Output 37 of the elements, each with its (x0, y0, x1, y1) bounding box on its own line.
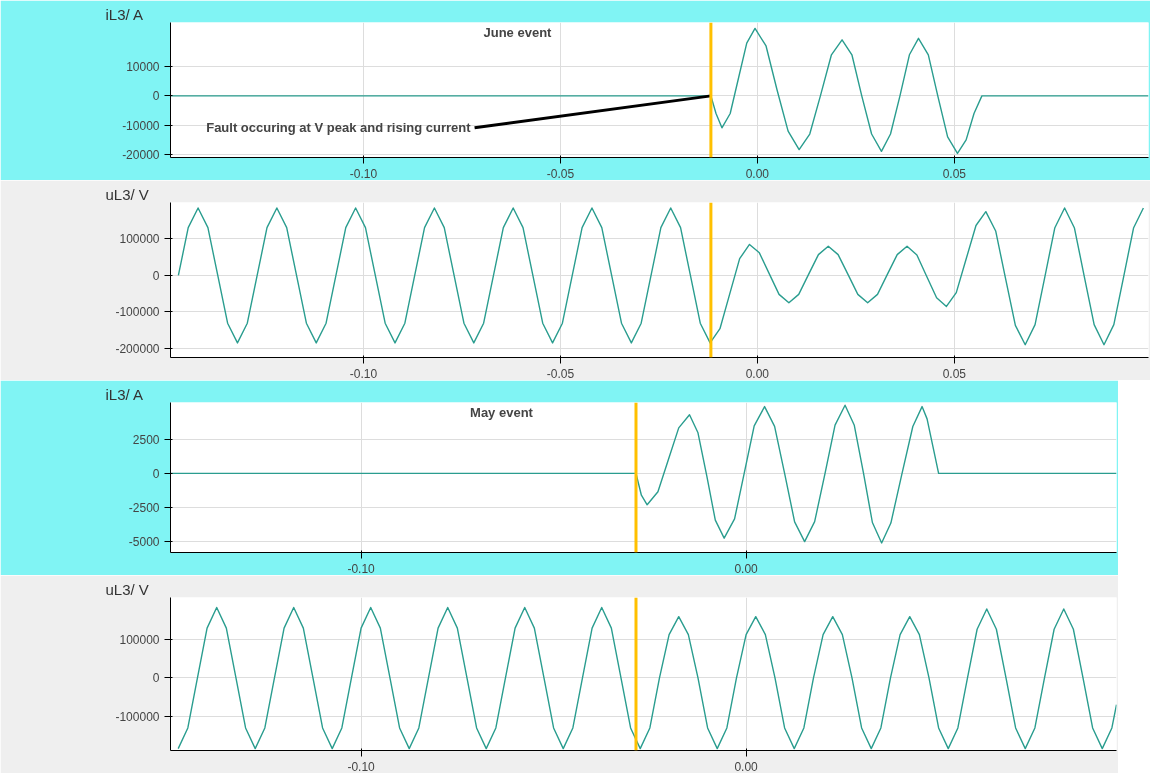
y-tick-label: -5000 (128, 535, 160, 550)
x-tick-label: 0.00 (734, 759, 759, 774)
y-axis-title: uL3/ V (105, 185, 149, 203)
y-tick-label: -2500 (128, 501, 160, 515)
y-tick-label: 2500 (132, 432, 160, 447)
x-tick-label: 0.00 (745, 166, 770, 181)
y-tick-label: 0 (152, 466, 160, 481)
y-tick-label: -20000 (122, 148, 160, 163)
y-tick-label: -200000 (115, 341, 160, 356)
x-tick-label: 0.00 (745, 366, 770, 381)
y-tick-label: 0 (152, 89, 160, 104)
line-series (177, 606, 1117, 750)
y-axis-title: iL3/ A (105, 385, 144, 403)
y-tick-label: 100000 (119, 232, 160, 247)
line-series (177, 207, 1145, 346)
annotation: May event (470, 404, 534, 420)
annotation: June event (483, 24, 553, 40)
x-tick-label: 0.00 (734, 561, 759, 576)
x-tick-label: -0.10 (347, 561, 376, 576)
y-axis-title: iL3/ A (105, 5, 144, 23)
x-tick-label: -0.10 (347, 759, 376, 774)
x-tick-label: -0.05 (546, 166, 575, 181)
x-tick-label: -0.05 (546, 366, 575, 381)
x-tick-label: -0.10 (349, 166, 378, 181)
annotation: Fault occuring at V peak and rising current (206, 120, 472, 136)
y-tick-label: -100000 (115, 305, 160, 320)
y-tick-label: -10000 (122, 118, 160, 133)
y-tick-label: 0 (152, 671, 160, 686)
y-tick-label: 100000 (119, 633, 160, 648)
x-tick-label: 0.05 (942, 366, 967, 381)
y-tick-label: 10000 (126, 60, 160, 75)
y-axis-title: uL3/ V (105, 580, 149, 598)
x-tick-label: 0.05 (942, 166, 967, 181)
line-series (170, 404, 1117, 544)
x-tick-label: -0.10 (349, 366, 378, 381)
y-tick-label: 0 (152, 268, 160, 283)
y-tick-label: -100000 (115, 709, 160, 724)
